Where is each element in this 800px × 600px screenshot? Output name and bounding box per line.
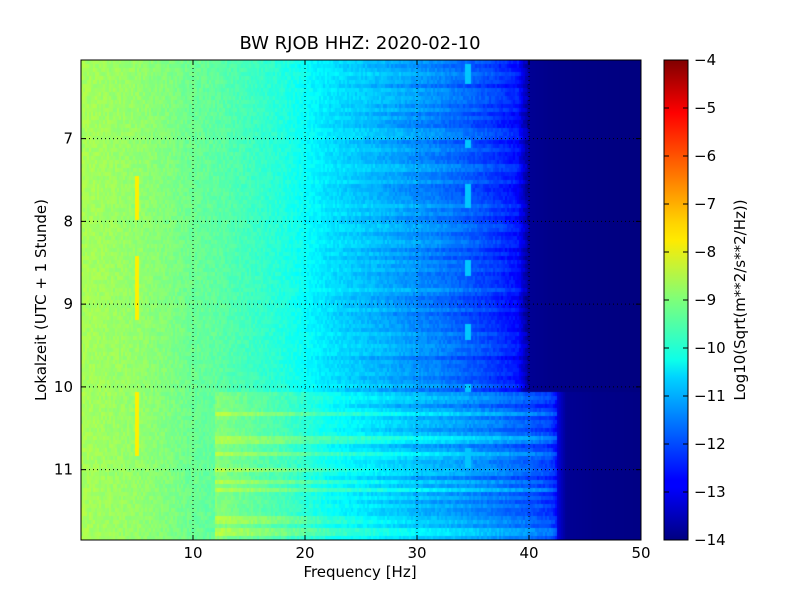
colorbar: −4 −5 −6 −7 −8 −9 −10 −11 −12 −13 −14 Log10(Sqrt(m… [663, 51, 749, 549]
x-tick-label: 30 [407, 544, 426, 562]
chart-title: BW RJOB HHZ: 2020-02-10 [239, 33, 480, 54]
x-tick-label: 20 [295, 544, 314, 562]
colorbar-tick-label: −12 [694, 435, 726, 453]
spectrogram-plot-area [81, 60, 641, 540]
colorbar-tick-label: −8 [694, 243, 716, 261]
plot-frame [80, 59, 642, 541]
y-tick-label: 8 [63, 212, 73, 230]
colorbar-tick-label: −6 [694, 147, 716, 165]
x-tick-label: 50 [631, 544, 650, 562]
colorbar-tick-label: −9 [694, 291, 716, 309]
colorbar-tick-label: −13 [694, 483, 726, 501]
y-tick-label: 7 [63, 130, 73, 148]
x-tick-label: 40 [519, 544, 538, 562]
x-tick-label: 10 [183, 544, 202, 562]
x-axis-label: Frequency [Hz] [303, 563, 416, 581]
colorbar-tick-label: −14 [694, 531, 726, 549]
colorbar-label: Log10(Sqrt(m**2/s**2/Hz)) [731, 199, 749, 400]
colorbar-tick-label: −5 [694, 99, 716, 117]
colorbar-tick-label: −7 [694, 195, 716, 213]
colorbar-tick-label: −10 [694, 339, 726, 357]
y-tick-label: 9 [63, 295, 73, 313]
y-axis: 7 8 9 10 11 [54, 130, 641, 479]
x-axis: 10 20 30 40 50 [183, 60, 651, 562]
y-tick-label: 11 [54, 461, 73, 479]
grid-lines [81, 60, 641, 540]
y-axis-label: Lokalzeit (UTC + 1 Stunde) [32, 199, 50, 401]
y-tick-label: 10 [54, 378, 73, 396]
colorbar-tick-label: −11 [694, 387, 726, 405]
colorbar-tick-label: −4 [694, 51, 716, 69]
colorbar-ticks: −4 −5 −6 −7 −8 −9 −10 −11 −12 −13 −14 [664, 51, 726, 549]
